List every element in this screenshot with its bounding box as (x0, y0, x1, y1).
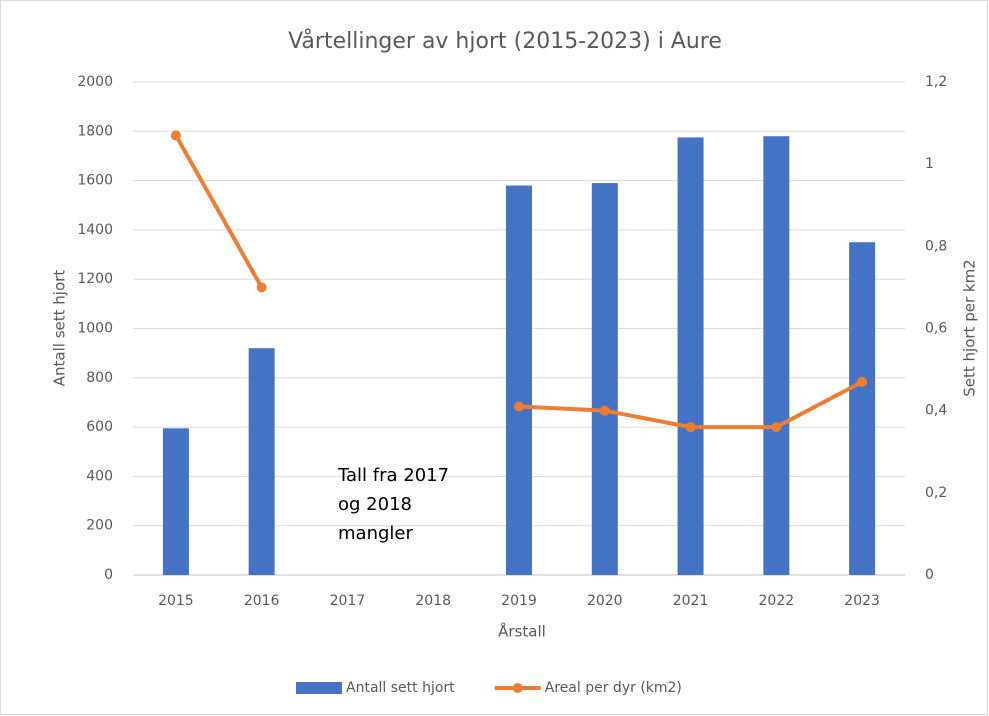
x-axis-label: Årstall (498, 622, 546, 641)
x-tick-label: 2022 (759, 593, 795, 609)
y2-tick-label: 0,2 (925, 485, 947, 501)
annotation: Tall fra 2017 (337, 465, 449, 486)
y2-tick-label: 0,8 (925, 238, 947, 254)
y-tick-label: 200 (86, 518, 113, 534)
x-tick-label: 2021 (673, 593, 709, 609)
line-marker (599, 405, 610, 416)
bar (849, 242, 876, 575)
y-tick-label: 1800 (77, 123, 113, 139)
y-tick-label: 2000 (77, 74, 113, 90)
y-tick-label: 800 (86, 370, 113, 386)
x-tick-label: 2017 (330, 593, 366, 609)
y2-tick-label: 0 (925, 567, 934, 583)
legend-swatch-marker (512, 683, 523, 693)
y2-tick-label: 0,4 (925, 403, 947, 419)
line-marker (685, 422, 696, 433)
y-tick-label: 1600 (77, 173, 113, 189)
bar (506, 185, 532, 575)
annotation: mangler (338, 523, 413, 544)
y-tick-label: 1000 (77, 321, 113, 337)
x-tick-label: 2019 (501, 593, 537, 609)
y2-tick-label: 0,6 (925, 321, 947, 337)
y-tick-label: 1200 (77, 271, 113, 287)
x-tick-label: 2018 (415, 593, 451, 609)
legend-swatch (296, 682, 342, 694)
line-marker (771, 422, 782, 433)
y-tick-label: 0 (104, 567, 113, 583)
line-marker (514, 401, 524, 412)
chart-title: Vårtellinger av hjort (2015-2023) i Aure (288, 28, 722, 54)
bar (763, 136, 790, 576)
x-tick-label: 2020 (587, 593, 623, 609)
x-tick-label: 2015 (158, 593, 194, 609)
line-marker (857, 376, 868, 387)
bar (162, 428, 189, 575)
y-tick-label: 600 (86, 419, 113, 435)
bar (248, 348, 275, 575)
y2-tick-label: 1,2 (925, 74, 947, 90)
annotation: og 2018 (338, 494, 412, 515)
y2-axis-label: Sett hjort per km2 (961, 259, 979, 396)
x-tick-label: 2016 (244, 593, 280, 609)
legend-label: Antall sett hjort (346, 680, 455, 696)
line-marker (256, 282, 267, 293)
legend-label: Areal per dyr (km2) (545, 680, 682, 696)
bar (591, 183, 618, 575)
y2-tick-label: 1 (925, 156, 934, 172)
y-axis-label: Antall sett hjort (51, 270, 69, 387)
bar (677, 137, 704, 575)
x-tick-label: 2023 (844, 593, 880, 609)
y-tick-label: 400 (86, 468, 113, 484)
y-tick-label: 1400 (77, 222, 113, 238)
line-marker (170, 130, 181, 141)
